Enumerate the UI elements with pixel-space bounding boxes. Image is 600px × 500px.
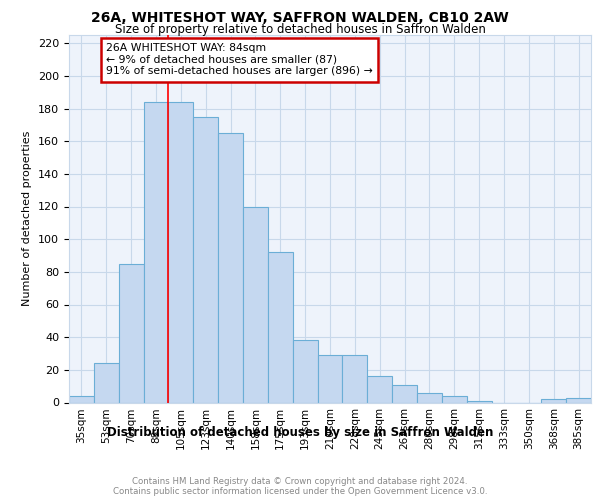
Text: 26A, WHITESHOT WAY, SAFFRON WALDEN, CB10 2AW: 26A, WHITESHOT WAY, SAFFRON WALDEN, CB10…	[91, 12, 509, 26]
Bar	[566, 398, 591, 402]
Text: Contains HM Land Registry data © Crown copyright and database right 2024.
Contai: Contains HM Land Registry data © Crown c…	[113, 476, 487, 496]
Bar	[119, 264, 143, 402]
Bar	[143, 102, 169, 403]
Bar	[218, 133, 243, 402]
Bar	[268, 252, 293, 402]
Text: Size of property relative to detached houses in Saffron Walden: Size of property relative to detached ho…	[115, 22, 485, 36]
Bar	[94, 364, 119, 403]
Bar	[293, 340, 317, 402]
Bar	[317, 355, 343, 403]
Bar	[392, 384, 417, 402]
Bar	[193, 116, 218, 403]
Text: Distribution of detached houses by size in Saffron Walden: Distribution of detached houses by size …	[107, 426, 493, 439]
Bar	[442, 396, 467, 402]
Bar	[69, 396, 94, 402]
Bar	[169, 102, 193, 403]
Bar	[417, 392, 442, 402]
Bar	[541, 399, 566, 402]
Y-axis label: Number of detached properties: Number of detached properties	[22, 131, 32, 306]
Text: 26A WHITESHOT WAY: 84sqm
← 9% of detached houses are smaller (87)
91% of semi-de: 26A WHITESHOT WAY: 84sqm ← 9% of detache…	[106, 43, 373, 76]
Bar	[467, 401, 491, 402]
Bar	[243, 206, 268, 402]
Bar	[367, 376, 392, 402]
Bar	[343, 355, 367, 403]
